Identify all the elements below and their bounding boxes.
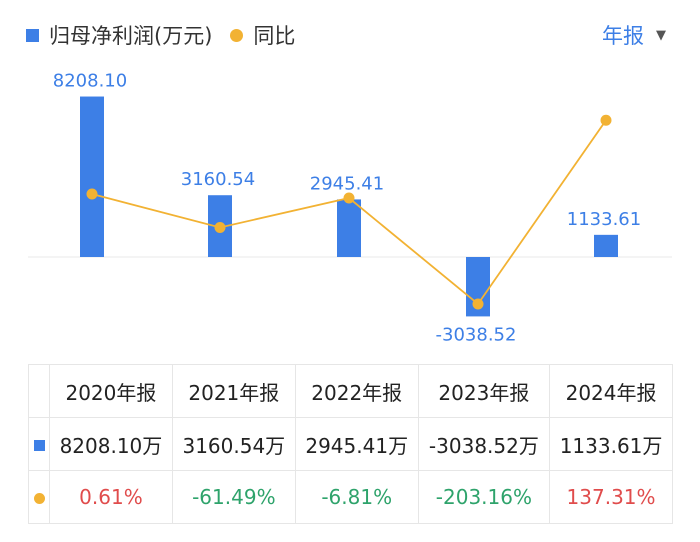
table-header-cell: 2022年报 — [294, 364, 419, 418]
table-row-profit: 8208.10万 3160.54万 2945.41万 -3038.52万 113… — [28, 417, 673, 471]
table-cell: -203.16% — [417, 470, 551, 524]
yoy-point — [214, 222, 226, 234]
table-cell: -3038.52万 — [417, 417, 551, 471]
chart-canvas: 8208.10 3160.54 2945.41 -3038.52 1133.61 — [28, 71, 672, 345]
data-table: 2020年报 2021年报 2022年报 2023年报 2024年报 8208.… — [28, 364, 673, 524]
table-header-cell: 2023年报 — [417, 364, 551, 418]
legend-line-label: 同比 — [253, 24, 296, 48]
bar — [594, 234, 618, 257]
table-cell: 137.31% — [549, 470, 673, 524]
bar-data-label: 1133.61 — [567, 209, 641, 230]
table-header-cell: 2024年报 — [549, 364, 673, 418]
bar-data-label: 8208.10 — [53, 71, 127, 92]
table-cell: 3160.54万 — [171, 417, 296, 471]
table-cell: 8208.10万 — [49, 417, 173, 471]
period-selector-label: 年报 — [602, 24, 644, 48]
table-corner-cell — [28, 364, 50, 418]
period-selector[interactable]: 年报 ▼ — [602, 20, 666, 50]
yoy-point — [472, 298, 484, 310]
table-header-cell: 2021年报 — [171, 364, 296, 418]
dot-marker-icon — [33, 493, 45, 504]
table-cell: -6.81% — [294, 470, 419, 524]
legend-bar-label: 归母净利润(万元) — [49, 24, 213, 48]
legend: 归母净利润(万元) 同比 — [26, 20, 295, 50]
bar-marker-icon — [33, 440, 45, 451]
table-cell: -61.49% — [171, 470, 296, 524]
bar-data-label: 3160.54 — [181, 169, 255, 190]
bar-data-label: 2945.41 — [310, 173, 384, 194]
yoy-point — [343, 192, 355, 204]
legend-bar-swatch — [26, 28, 39, 42]
table-header-row: 2020年报 2021年报 2022年报 2023年报 2024年报 — [28, 364, 673, 418]
table-header-cell: 2020年报 — [49, 364, 173, 418]
bar — [337, 199, 361, 257]
legend-line-swatch — [230, 28, 244, 42]
yoy-point — [86, 188, 98, 200]
table-row-yoy: 0.61% -61.49% -6.81% -203.16% 137.31% — [28, 470, 673, 524]
yoy-point — [600, 114, 612, 126]
chevron-down-icon: ▼ — [656, 27, 666, 43]
yoy-row-marker — [28, 470, 50, 524]
bar-data-label: -3038.52 — [436, 324, 517, 345]
bar — [80, 96, 104, 257]
profit-row-marker — [28, 417, 50, 471]
table-cell: 0.61% — [49, 470, 173, 524]
table-cell: 1133.61万 — [549, 417, 673, 471]
table-cell: 2945.41万 — [294, 417, 419, 471]
